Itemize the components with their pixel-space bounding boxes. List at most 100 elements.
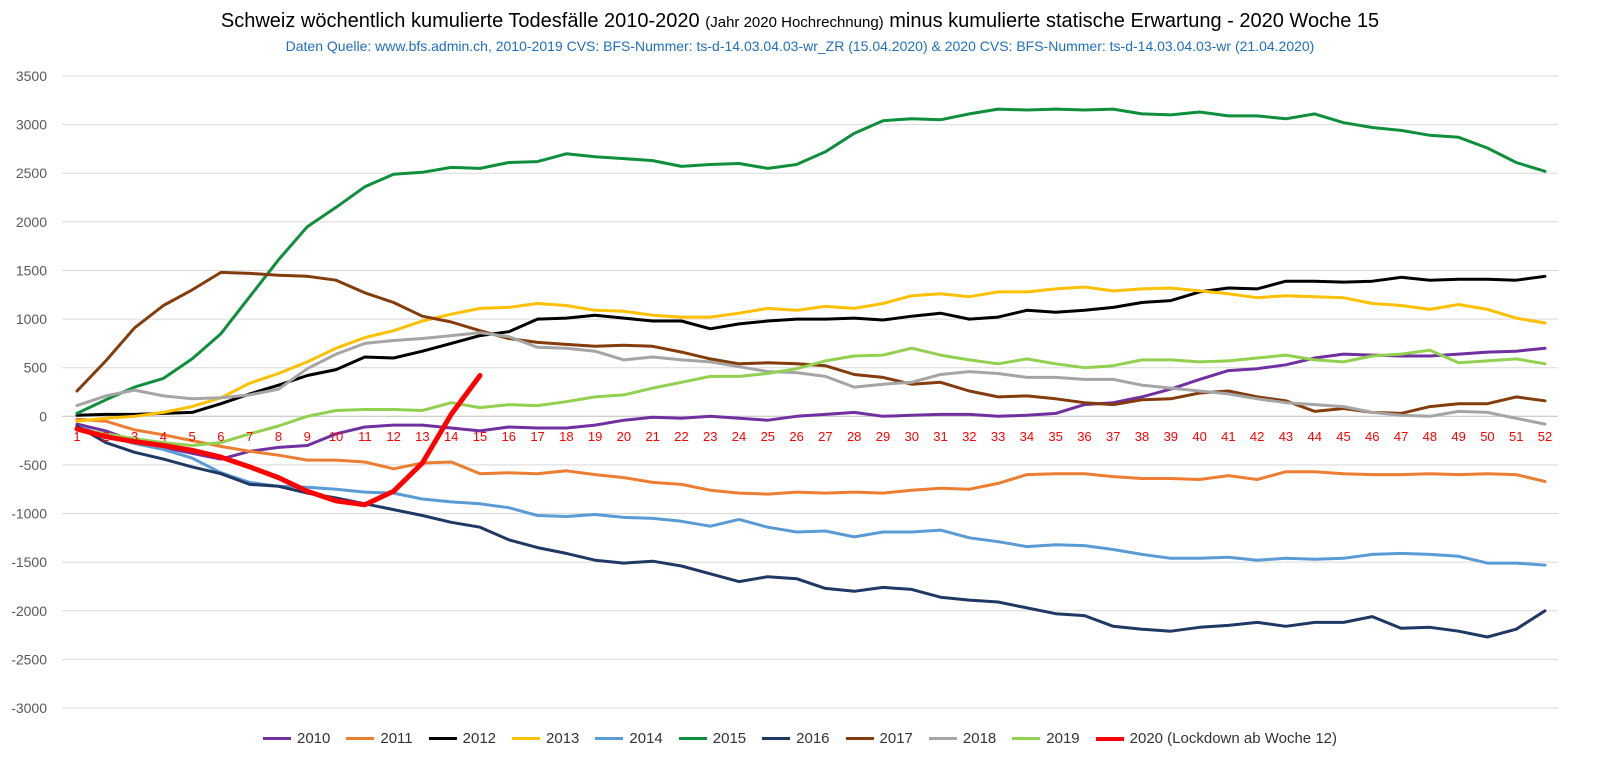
y-tick-label: -2000	[11, 603, 47, 619]
x-tick-label: 18	[559, 429, 573, 444]
x-tick-label: 27	[818, 429, 832, 444]
series-line-2019	[75, 346, 1547, 447]
legend-item: 2017	[845, 730, 913, 747]
chart-title: Schweiz wöchentlich kumulierte Todesfäll…	[0, 10, 1600, 33]
x-tick-label: 37	[1106, 429, 1120, 444]
x-tick-label: 20	[617, 429, 631, 444]
x-tick-label: 24	[732, 429, 746, 444]
series-line-2020	[74, 373, 483, 508]
legend-label: 2017	[879, 730, 913, 747]
x-tick-label: 43	[1279, 429, 1293, 444]
legend-label: 2011	[380, 730, 413, 747]
x-tick-label: 2	[102, 429, 109, 444]
x-tick-label: 8	[275, 429, 282, 444]
legend-swatch	[928, 737, 957, 740]
series-line-2014	[75, 424, 1547, 567]
x-tick-label: 3	[131, 429, 138, 444]
chart-title-rest: minus kumulierte statische Erwartung - 2…	[889, 10, 1380, 32]
x-tick-label: 52	[1538, 429, 1552, 444]
x-tick-label: 31	[933, 429, 947, 444]
legend-label: 2016	[796, 730, 830, 747]
x-tick-label: 12	[386, 429, 400, 444]
legend-item: 2014	[595, 730, 663, 747]
y-tick-label: 500	[24, 360, 48, 376]
legend-label: 2012	[462, 730, 497, 747]
x-tick-label: 49	[1451, 429, 1465, 444]
series-line-2017	[75, 270, 1547, 415]
x-tick-label: 34	[1020, 429, 1034, 444]
legend-item: 2013	[512, 730, 579, 747]
x-tick-label: 15	[473, 429, 487, 444]
x-tick-label: 10	[329, 429, 343, 444]
legend-swatch	[428, 737, 457, 740]
x-tick-label: 30	[905, 429, 919, 444]
y-tick-label: 3500	[16, 68, 47, 84]
x-tick-label: 26	[789, 429, 803, 444]
x-tick-label: 28	[847, 429, 861, 444]
x-tick-label: 11	[358, 429, 372, 444]
series-line-2018	[75, 331, 1547, 426]
series-line-2010	[75, 346, 1547, 461]
x-tick-label: 36	[1077, 429, 1091, 444]
legend-swatch	[595, 737, 624, 740]
chart-title-main: Schweiz wöchentlich kumulierte Todesfäll…	[220, 10, 700, 32]
x-tick-label: 1	[73, 429, 80, 444]
legend-item: 2016	[762, 730, 830, 747]
x-tick-label: 33	[991, 429, 1005, 444]
y-tick-label: -500	[19, 457, 47, 473]
x-tick-label: 48	[1423, 429, 1437, 444]
legend-item: 2011	[346, 730, 413, 747]
y-tick-label: -1500	[11, 554, 47, 570]
legend-label: 2010	[297, 730, 331, 747]
x-tick-label: 32	[962, 429, 976, 444]
x-tick-label: 47	[1394, 429, 1408, 444]
y-tick-label: 2000	[16, 214, 47, 230]
chart-source: Daten Quelle: www.bfs.admin.ch, 2010-201…	[285, 38, 1315, 54]
legend-swatch	[1095, 736, 1124, 741]
series-line-2013	[75, 285, 1547, 423]
legend-item: 2010	[263, 730, 330, 747]
x-tick-label: 25	[761, 429, 775, 444]
x-tick-label: 39	[1164, 429, 1178, 444]
x-tick-label: 17	[530, 429, 544, 444]
series-lines	[74, 107, 1547, 639]
chart-title-note: (Jahr 2020 Hochrechnung)	[705, 14, 884, 31]
x-tick-label: 38	[1135, 429, 1149, 444]
legend-label: 2020 (Lockdown ab Woche 12)	[1129, 730, 1337, 747]
legend-item: 2019	[1012, 730, 1080, 747]
y-tick-label: 3000	[16, 117, 47, 133]
x-tick-label: 29	[876, 429, 890, 444]
legend-item: 2012	[428, 730, 497, 747]
series-line-2011	[75, 417, 1547, 496]
x-tick-label: 9	[304, 429, 311, 444]
x-tick-label: 14	[444, 429, 458, 444]
y-axis-ticks: 3500 3000 2500 2000 1500 1000 500 0 -500 -1000 -15…	[11, 68, 47, 716]
x-tick-label: 19	[588, 429, 602, 444]
gridlines	[62, 75, 1558, 709]
x-tick-label: 22	[674, 429, 688, 444]
x-axis-ticks: 1 2 3 4 5 6 7 8 9 10 11 12 13 14 15 16 17 18 19 20 21 22 23 24 2…	[73, 429, 1552, 444]
y-tick-label: -2500	[11, 651, 47, 667]
x-tick-label: 35	[1048, 429, 1062, 444]
legend-item: 2015	[678, 730, 747, 747]
legend-label: 2014	[629, 730, 663, 747]
legend-label: 2019	[1046, 730, 1080, 747]
y-tick-label: 1000	[16, 311, 47, 327]
legend-swatch	[762, 737, 791, 740]
legend-swatch	[1012, 737, 1041, 740]
x-tick-label: 45	[1336, 429, 1350, 444]
legend-label: 2015	[712, 730, 747, 747]
x-tick-label: 4	[160, 429, 167, 444]
legend-swatch	[678, 737, 707, 740]
series-line-2015	[75, 107, 1547, 415]
x-tick-label: 42	[1250, 429, 1264, 444]
legend-item: 2020 (Lockdown ab Woche 12)	[1095, 730, 1337, 747]
legend-swatch	[346, 737, 375, 740]
legend-swatch	[263, 737, 291, 740]
x-tick-label: 13	[415, 429, 429, 444]
x-tick-label: 44	[1307, 429, 1321, 444]
legend-label: 2018	[962, 730, 997, 747]
x-tick-label: 40	[1192, 429, 1206, 444]
y-tick-label: 1500	[16, 262, 47, 278]
